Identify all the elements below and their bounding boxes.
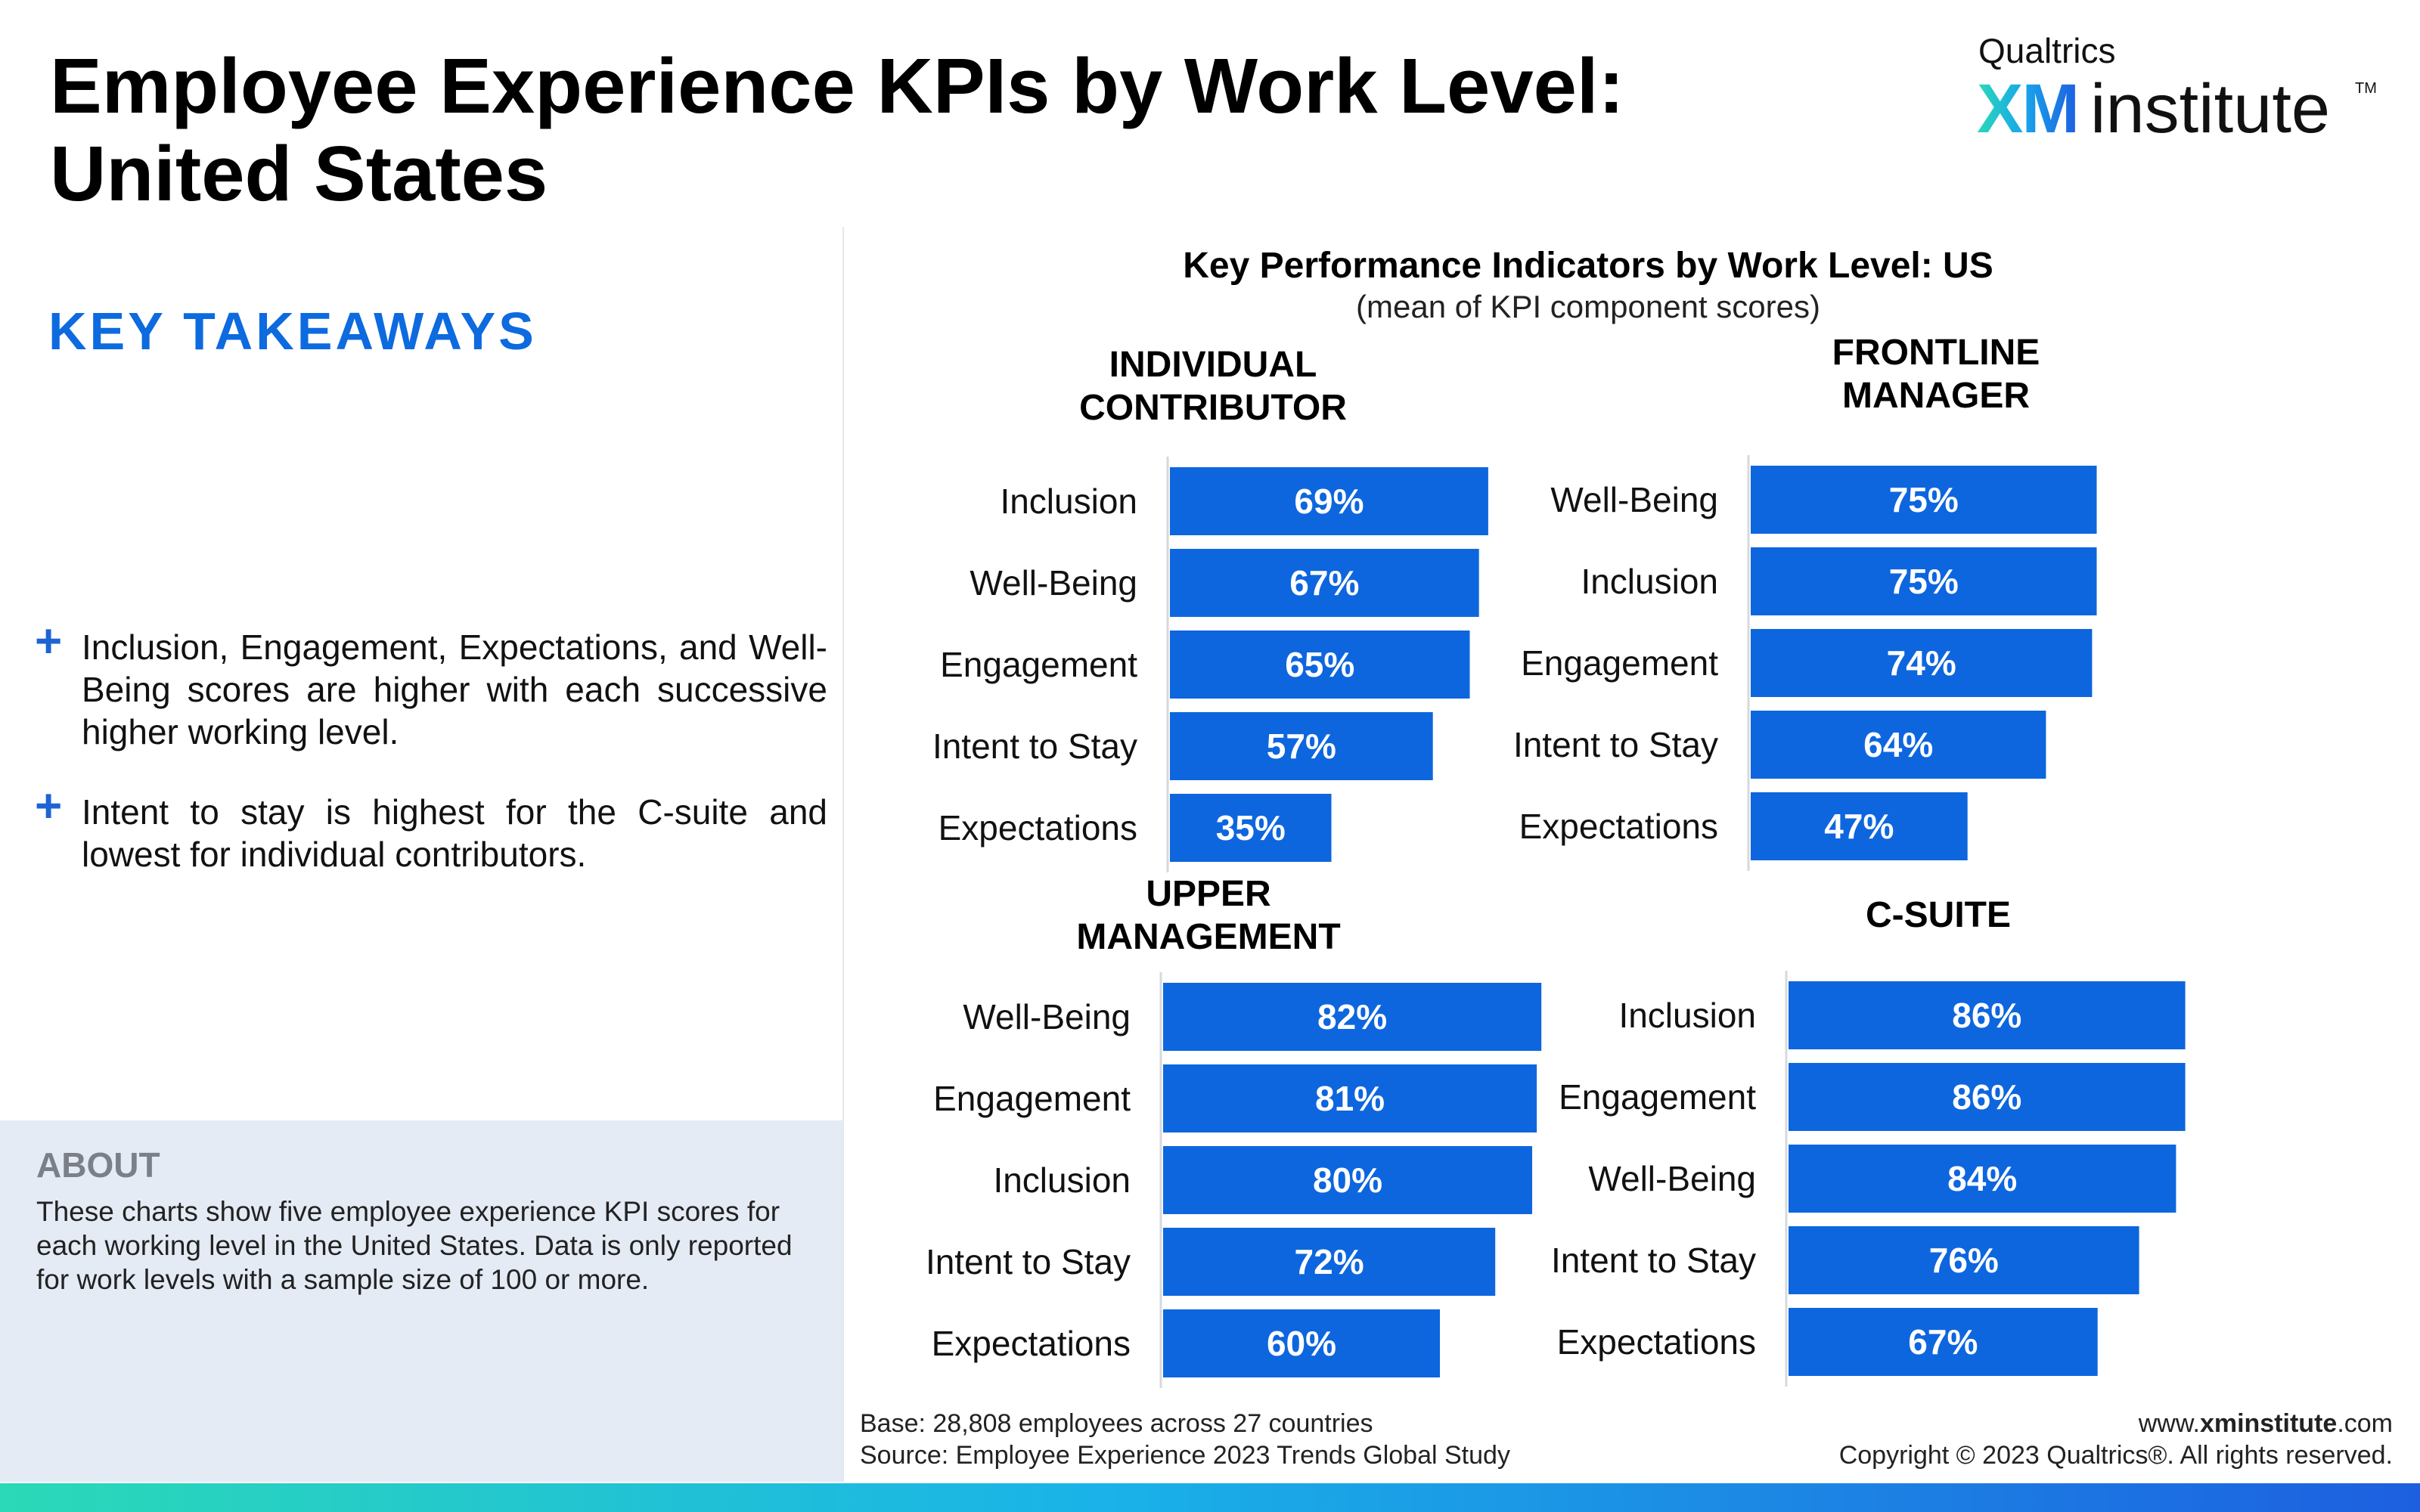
- panel-title: C-SUITE: [1866, 895, 2011, 935]
- plus-icon: +: [35, 780, 63, 832]
- data-label: 67%: [1289, 563, 1359, 603]
- bar: [1170, 712, 1433, 780]
- data-label: 35%: [1216, 808, 1286, 847]
- panel-title: CONTRIBUTOR: [1079, 388, 1347, 428]
- category-label: Expectations: [939, 808, 1137, 847]
- takeaway-text: Intent to stay is highest for the C-suit…: [82, 792, 827, 874]
- data-label: 86%: [1952, 1077, 2021, 1117]
- xm-institute-logo: Qualtrics XM institute TM: [1977, 30, 2378, 147]
- category-label: Expectations: [932, 1324, 1131, 1363]
- logo-institute: institute: [2090, 70, 2331, 147]
- about-panel: ABOUT These charts show five employee ex…: [0, 1120, 842, 1482]
- data-label: 76%: [1929, 1241, 1999, 1280]
- data-label: 74%: [1887, 643, 1956, 683]
- data-label: 84%: [1947, 1159, 2017, 1198]
- category-label: Intent to Stay: [926, 1242, 1131, 1281]
- data-label: 80%: [1313, 1160, 1382, 1200]
- panel-title: MANAGER: [1842, 376, 2030, 416]
- bar: [1170, 467, 1488, 535]
- footer-source: Source: Employee Experience 2023 Trends …: [860, 1441, 1510, 1470]
- footer-copyright: Copyright © 2023 Qualtrics®. All rights …: [1838, 1441, 2393, 1470]
- bar: [1789, 1308, 2098, 1376]
- data-label: 60%: [1267, 1324, 1336, 1363]
- bar: [1163, 1064, 1537, 1132]
- bar: [1163, 1228, 1496, 1296]
- footer-base: Base: 28,808 employees across 27 countri…: [860, 1409, 1373, 1438]
- bar: [1170, 549, 1479, 617]
- category-label: Expectations: [1519, 807, 1718, 846]
- footer-legal: www.xminstitute.com Copyright © 2023 Qua…: [1839, 1408, 2393, 1471]
- bar: [1789, 1063, 2186, 1131]
- data-label: 72%: [1295, 1242, 1364, 1281]
- data-label: 81%: [1315, 1079, 1385, 1118]
- panel-title: UPPER: [1146, 874, 1270, 914]
- category-label: Inclusion: [1581, 562, 1718, 601]
- key-takeaways-heading: KEY TAKEAWAYS: [48, 302, 537, 361]
- plus-icon: +: [35, 615, 63, 668]
- data-label: 67%: [1908, 1322, 1978, 1362]
- category-label: Inclusion: [993, 1160, 1131, 1200]
- about-heading: ABOUT: [36, 1145, 160, 1185]
- bar: [1751, 466, 2097, 534]
- chart-subtitle: (mean of KPI component scores): [1356, 289, 1820, 324]
- bar: [1163, 1309, 1440, 1377]
- data-label: 47%: [1824, 807, 1894, 846]
- panel-title: INDIVIDUAL: [1109, 345, 1317, 385]
- bottom-gradient-strip: [0, 1483, 2420, 1512]
- data-label: 64%: [1863, 725, 1933, 764]
- bar: [1751, 547, 2097, 615]
- category-label: Well-Being: [970, 563, 1137, 603]
- category-label: Inclusion: [1618, 996, 1756, 1035]
- data-label: 82%: [1317, 997, 1387, 1036]
- bar: [1751, 711, 2046, 779]
- data-label: 75%: [1889, 480, 1959, 519]
- data-label: 69%: [1294, 482, 1364, 521]
- bar: [1751, 792, 1968, 860]
- bar: [1170, 794, 1332, 862]
- category-label: Intent to Stay: [1551, 1241, 1756, 1280]
- bar: [1163, 983, 1542, 1051]
- panel-title: MANAGEMENT: [1076, 917, 1340, 957]
- bar: [1789, 981, 2186, 1049]
- page-title-line1: Employee Experience KPIs by Work Level:: [50, 42, 1624, 129]
- bar: [1789, 1226, 2139, 1294]
- category-label: Engagement: [940, 645, 1137, 684]
- chart-title: Key Performance Indicators by Work Level…: [1183, 246, 1993, 286]
- logo-xm: XM: [1977, 70, 2080, 147]
- category-label: Engagement: [1521, 643, 1718, 683]
- category-label: Engagement: [1559, 1077, 1756, 1117]
- category-label: Intent to Stay: [1513, 725, 1718, 764]
- takeaway-text: Inclusion, Engagement, Expectations, and…: [82, 627, 827, 751]
- about-body: These charts show five employee experien…: [36, 1196, 793, 1295]
- logo-trademark: TM: [2355, 80, 2377, 97]
- data-label: 86%: [1952, 996, 2021, 1035]
- category-label: Intent to Stay: [932, 727, 1137, 766]
- bar: [1789, 1145, 2176, 1213]
- category-label: Expectations: [1557, 1322, 1756, 1362]
- bar: [1170, 631, 1470, 699]
- page-title: Employee Experience KPIs by Work Level: …: [50, 42, 1789, 218]
- data-label: 57%: [1267, 727, 1336, 766]
- bar: [1163, 1146, 1532, 1214]
- category-label: Well-Being: [963, 997, 1131, 1036]
- category-label: Engagement: [933, 1079, 1131, 1118]
- data-label: 75%: [1889, 562, 1959, 601]
- footer-website[interactable]: www.xminstitute.com: [2138, 1409, 2393, 1438]
- column-divider: [842, 227, 844, 1482]
- category-label: Well-Being: [1550, 480, 1718, 519]
- logo-brand: Qualtrics: [1978, 31, 2116, 70]
- category-label: Well-Being: [1588, 1159, 1756, 1198]
- footer-notes: Base: 28,808 employees across 27 countri…: [860, 1408, 1510, 1471]
- page-title-line2: United States: [50, 130, 548, 217]
- category-label: Inclusion: [1000, 482, 1137, 521]
- bar: [1751, 629, 2093, 697]
- data-label: 65%: [1285, 645, 1354, 684]
- chart-panel-3: C-SUITE Inclusion 86% Engagement 86% Well-Bei…: [1551, 895, 2186, 1387]
- panel-title: FRONTLINE: [1832, 333, 2040, 373]
